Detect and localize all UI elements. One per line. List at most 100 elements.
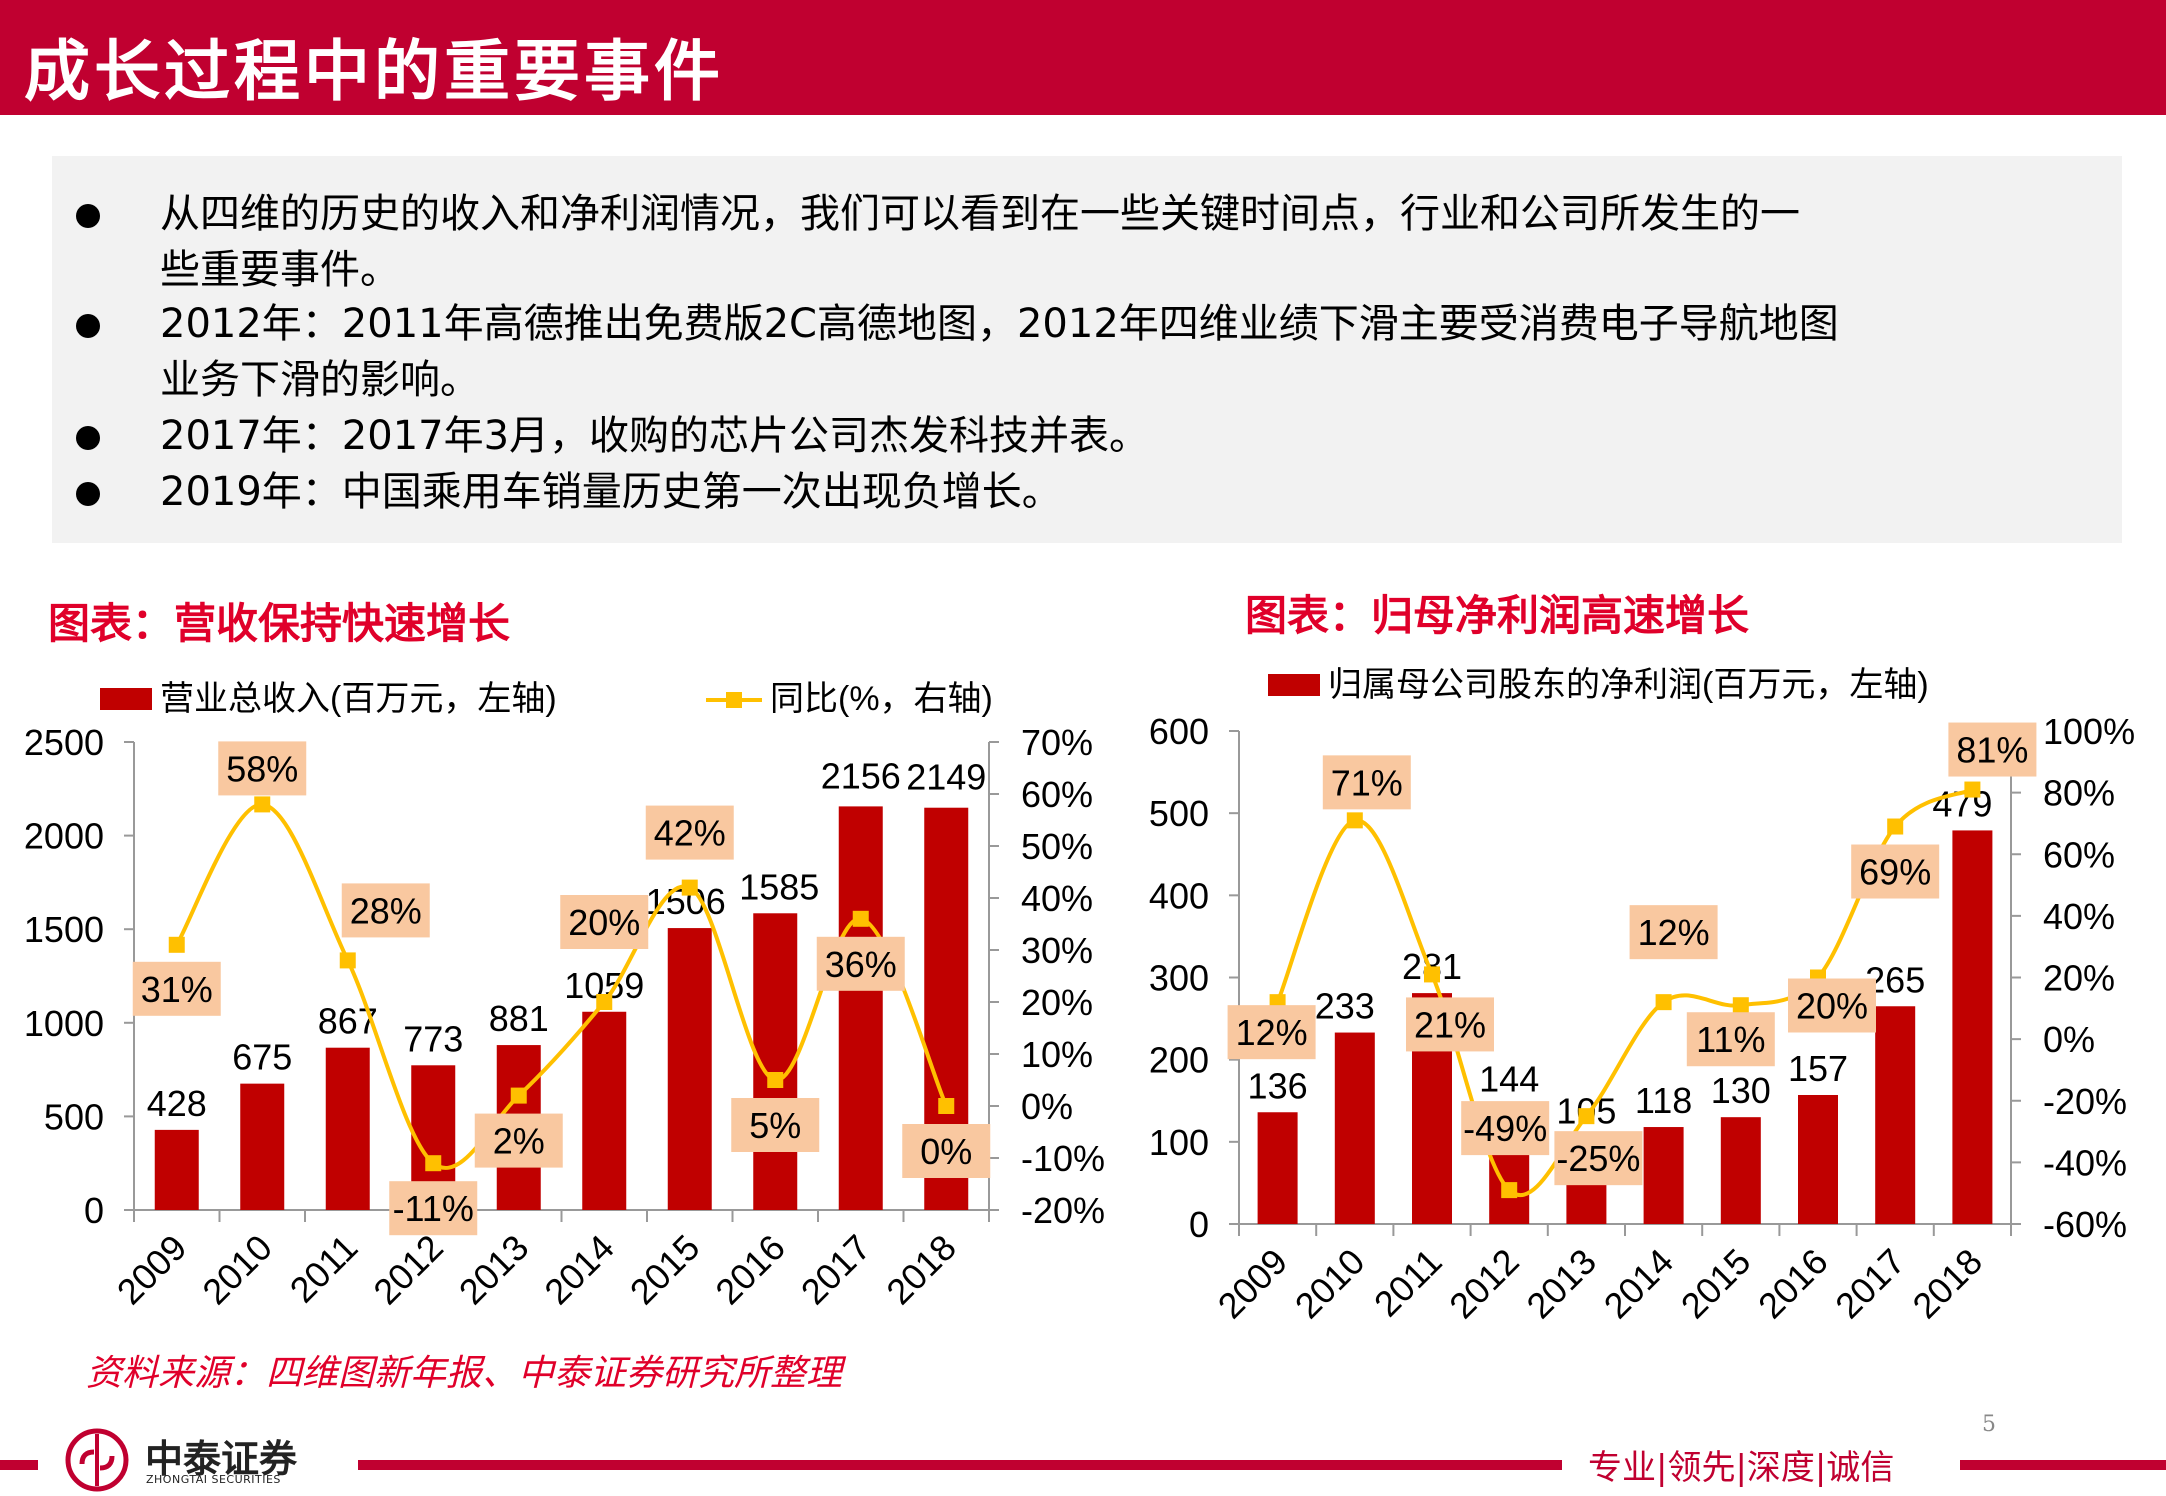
x-tick-label: 2009 [109, 1227, 195, 1313]
right-tick-label: -40% [2043, 1142, 2127, 1183]
legend-bar-label: 营业总收入(百万元，左轴) [160, 680, 557, 718]
growth-label-box [902, 1124, 991, 1178]
growth-label-box [560, 895, 649, 949]
left-tick-label: 0 [84, 1190, 104, 1231]
growth-value-label: 21% [1414, 1004, 1486, 1045]
growth-marker [1887, 818, 1904, 835]
x-tick-label: 2013 [451, 1227, 537, 1313]
bullet-text: 2017年：2017年3月，收购的芯片公司杰发科技并表。 [160, 413, 1150, 459]
x-tick-label: 2014 [536, 1227, 622, 1313]
bullet-text: 业务下滑的影响。 [160, 357, 480, 403]
growth-marker [1346, 812, 1363, 829]
left-tick-label: 600 [1149, 711, 1209, 752]
growth-value-label: 11% [1696, 1019, 1765, 1060]
bullet-item: 从四维的历史的收入和净利润情况，我们可以看到在一些关键时间点，行业和公司所发生的… [76, 186, 2086, 298]
legend-bar-swatch [1268, 674, 1320, 696]
revenue-chart: 营业总收入(百万元，左轴) 同比(%，右轴) 0 500 1000 1500 2000 250… [24, 680, 1105, 1313]
legend-bar-swatch [100, 688, 152, 710]
growth-value-label: -11% [393, 1188, 474, 1229]
growth-marker [1578, 1108, 1595, 1125]
growth-marker [254, 796, 271, 813]
bullet-icon [76, 314, 100, 338]
left-tick-label: 500 [44, 1096, 104, 1137]
growth-marker [425, 1155, 442, 1172]
growth-label-box [218, 741, 307, 796]
page-title: 成长过程中的重要事件 [24, 32, 724, 110]
bar [1875, 1006, 1916, 1224]
growth-label-box [1948, 722, 2037, 777]
bar [1643, 1127, 1684, 1224]
growth-value-label: 20% [568, 902, 640, 943]
x-tick-label: 2015 [1673, 1241, 1759, 1327]
bar-value-label: 867 [318, 1001, 378, 1042]
growth-value-label: 71% [1331, 762, 1403, 803]
left-tick-label: 1500 [24, 909, 104, 950]
bar-value-label: 136 [1248, 1065, 1308, 1106]
growth-marker [510, 1087, 527, 1104]
bullet-icon [76, 204, 100, 228]
growth-marker [168, 936, 185, 953]
footer-divider [0, 1460, 38, 1470]
growth-marker [767, 1072, 784, 1088]
bar-value-label: 118 [1635, 1080, 1692, 1121]
header-bar: 成长过程中的重要事件 [0, 0, 2166, 115]
bullet-item: 2017年：2017年3月，收购的芯片公司杰发科技并表。 [76, 408, 2086, 464]
right-tick-label: 80% [2043, 773, 2115, 814]
right-tick-label: 40% [2043, 896, 2115, 937]
x-tick-label: 2010 [1287, 1241, 1373, 1327]
left-tick-label: 400 [1149, 875, 1209, 916]
bar-value-label: 773 [403, 1018, 463, 1059]
left-tick-label: 2500 [24, 722, 104, 763]
chart2-title: 图表：归母净利润高速增长 [1245, 591, 1750, 640]
bar [325, 1047, 370, 1210]
growth-label-box [132, 961, 221, 1016]
right-tick-label: 70% [1021, 722, 1093, 763]
growth-value-label: 36% [825, 944, 897, 985]
x-tick-label: 2010 [194, 1227, 280, 1313]
bar-value-label: 130 [1711, 1070, 1771, 1111]
summary-box: 从四维的历史的收入和净利润情况，我们可以看到在一些关键时间点，行业和公司所发生的… [52, 156, 2122, 543]
bar-value-label: 1585 [739, 866, 819, 907]
growth-marker [596, 994, 613, 1010]
bar [1798, 1094, 1838, 1224]
right-tick-label: 50% [1021, 826, 1093, 867]
growth-label-box [389, 1181, 478, 1236]
growth-marker [681, 879, 698, 896]
bar-value-label: 144 [1479, 1059, 1539, 1100]
growth-marker [1964, 781, 1981, 798]
growth-marker [339, 952, 356, 969]
bar-value-label: 233 [1315, 986, 1375, 1027]
growth-value-label: 2% [493, 1121, 545, 1162]
growth-value-label: 31% [141, 969, 213, 1010]
legend-line-label: 同比(%，右轴) [770, 680, 993, 718]
slogan: 专业|领先|深度|诚信 [1588, 1448, 1895, 1488]
growth-value-label: 28% [350, 890, 422, 931]
growth-label-box [1851, 844, 1940, 899]
left-tick-label: 500 [1149, 793, 1209, 834]
growth-label-box [1554, 1131, 1643, 1186]
growth-value-label: -49% [1463, 1108, 1547, 1149]
x-tick-label: 2016 [1750, 1241, 1836, 1327]
left-tick-label: 100 [1149, 1122, 1209, 1163]
bar [154, 1129, 199, 1210]
source-note: 资料来源：四维图新年报、中泰证券研究所整理 [86, 1353, 843, 1394]
right-tick-label: 20% [1021, 982, 1093, 1023]
growth-marker [1655, 994, 1672, 1011]
bar [1334, 1032, 1375, 1224]
chart1-title: 图表：营收保持快速增长 [48, 599, 511, 648]
growth-value-label: 5% [749, 1105, 801, 1146]
footer-divider [358, 1460, 1562, 1470]
growth-value-label: 81% [1956, 730, 2028, 771]
growth-value-label: 58% [226, 748, 298, 789]
bullet-text: 2019年：中国乘用车销量历史第一次出现负增长。 [160, 469, 1062, 515]
x-tick-label: 2018 [1904, 1241, 1990, 1327]
left-tick-label: 0 [1189, 1204, 1209, 1245]
growth-value-label: 69% [1859, 852, 1931, 893]
growth-label-box [1788, 978, 1876, 1033]
bullet-text: 2012年：2011年高德推出免费版2C高德地图，2012年四维业绩下滑主要受消… [160, 301, 1839, 347]
growth-label-box [731, 1098, 820, 1152]
right-tick-label: 100% [2043, 711, 2135, 752]
x-tick-label: 2017 [793, 1227, 879, 1313]
bullet-text: 些重要事件。 [160, 247, 400, 293]
bar [1257, 1112, 1298, 1224]
